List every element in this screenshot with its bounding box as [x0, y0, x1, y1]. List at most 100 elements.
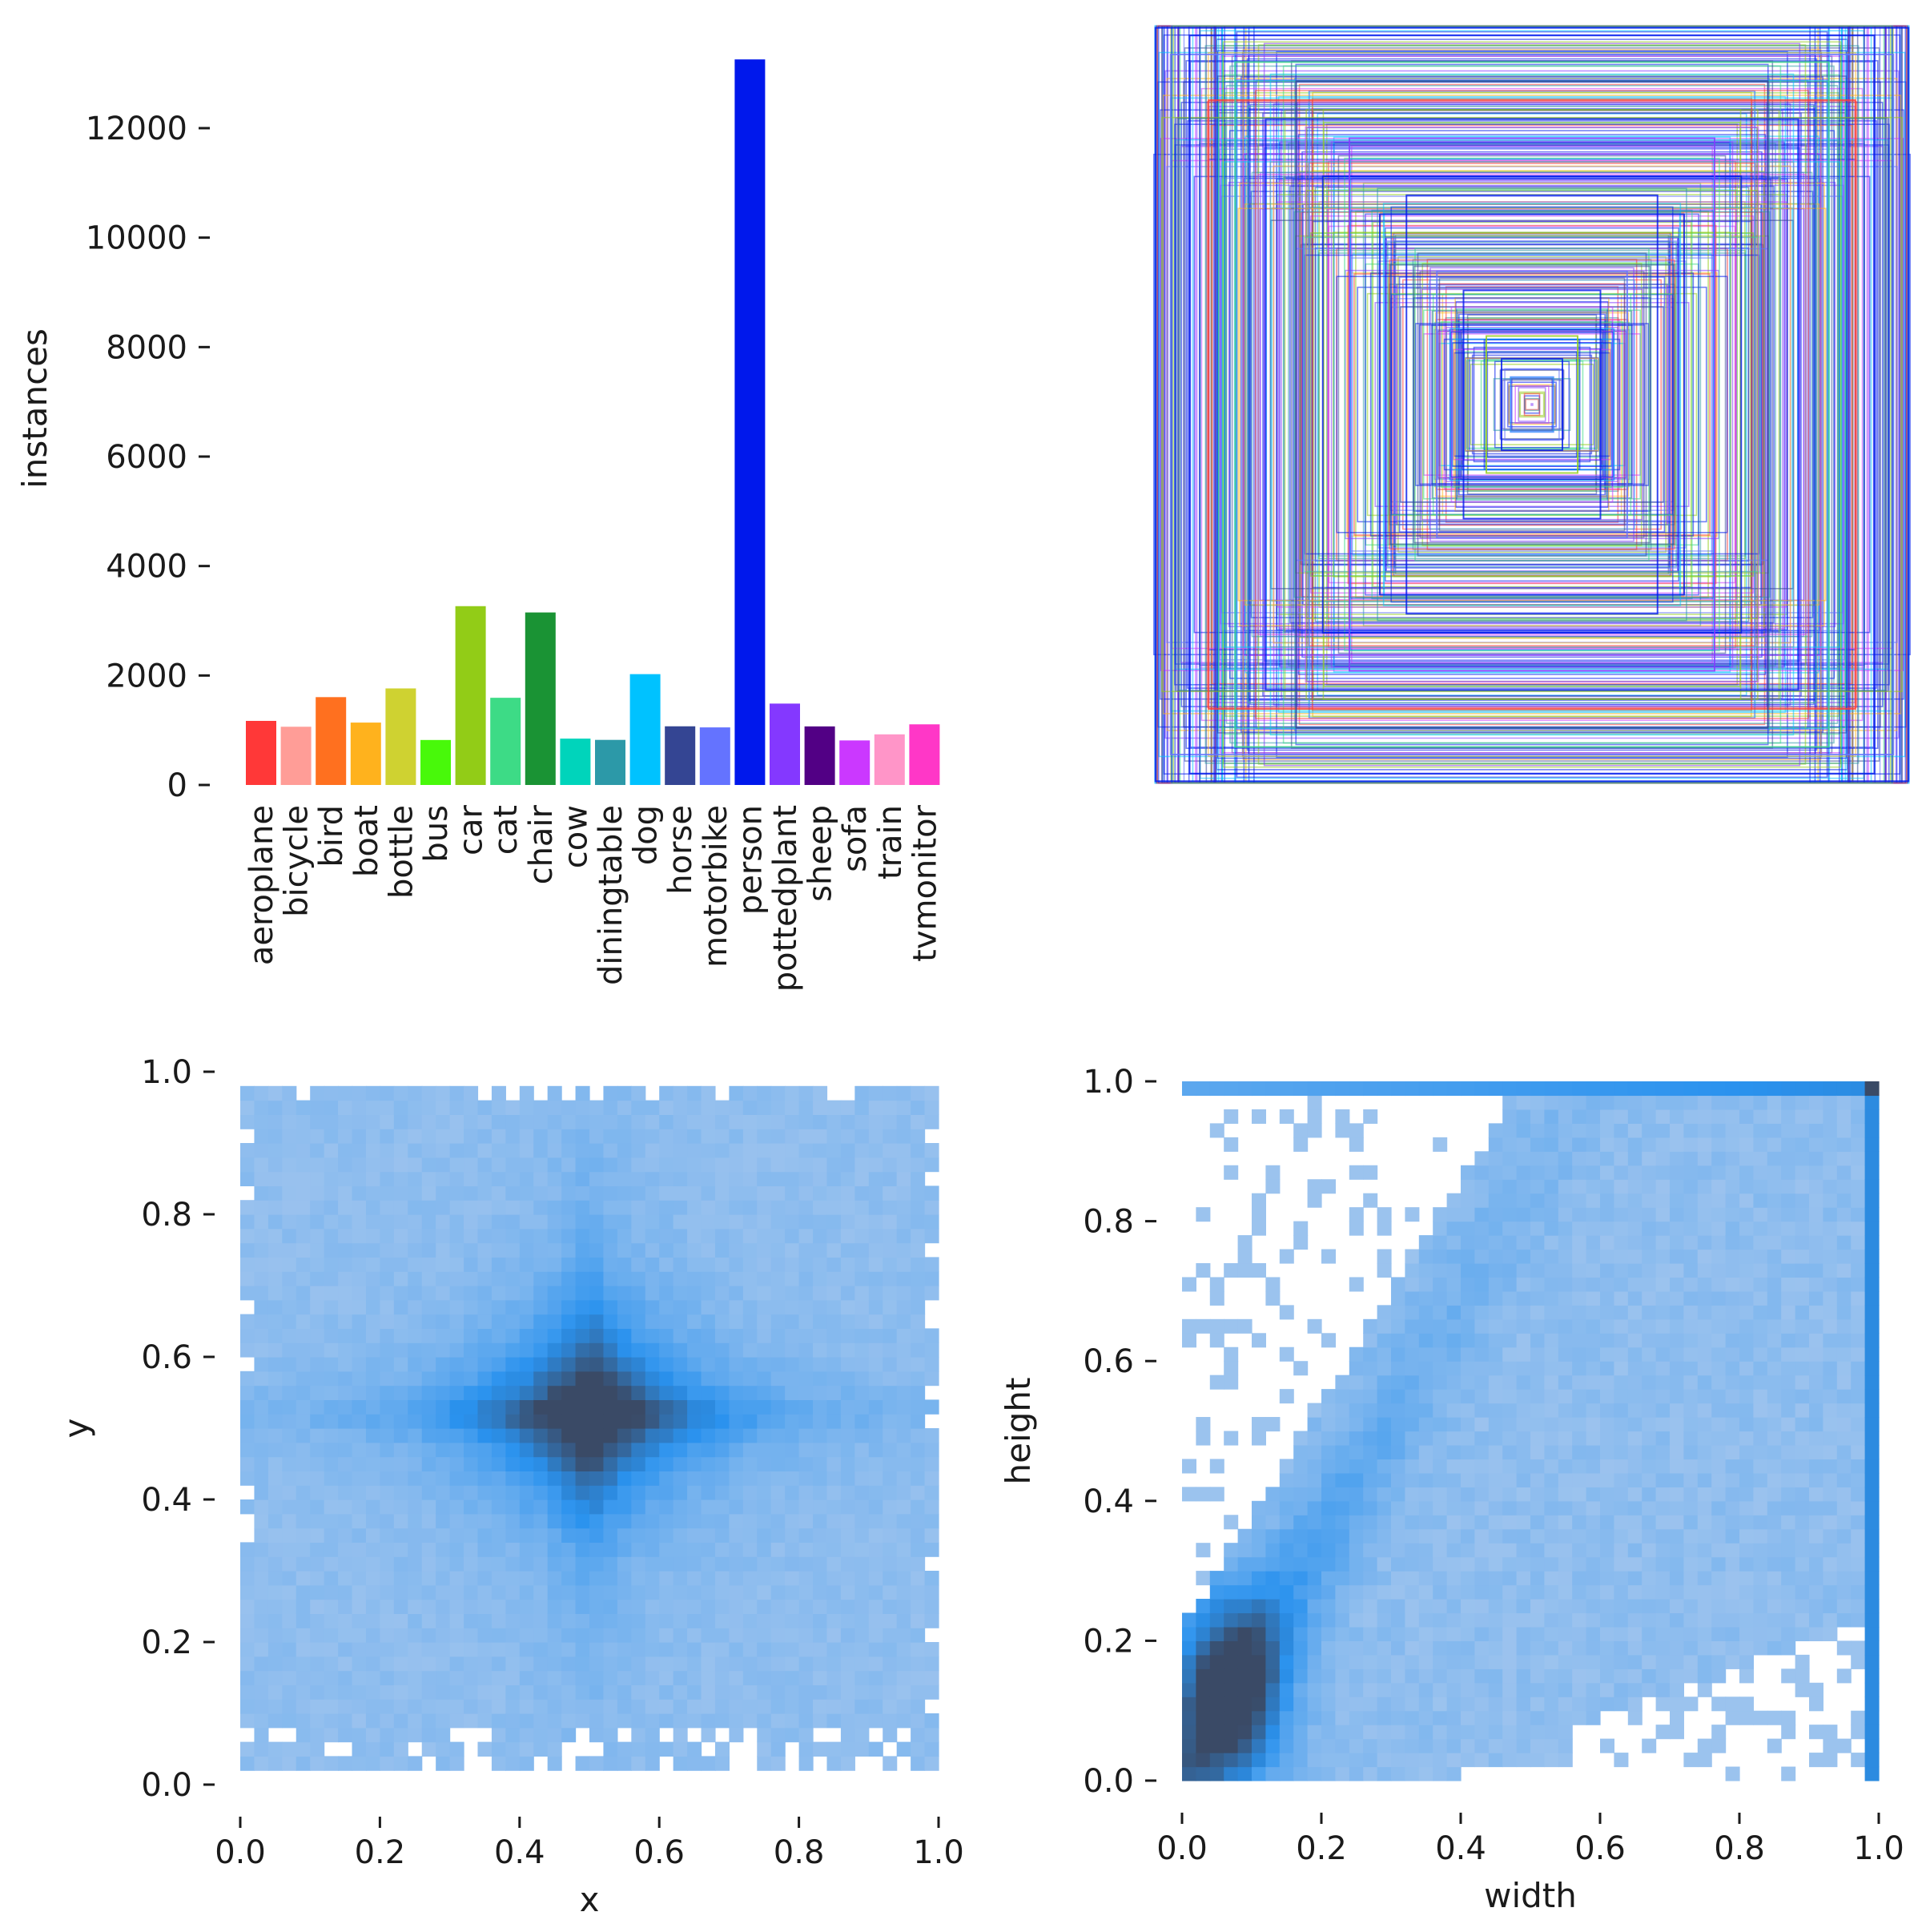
- heat-cell: [1321, 1640, 1336, 1656]
- heat-cell: [338, 1185, 353, 1201]
- heat-cell: [1795, 1123, 1810, 1138]
- bbox-outline: [1337, 155, 1727, 654]
- heat-cell: [310, 1171, 325, 1186]
- heat-cell: [1670, 1151, 1684, 1166]
- bbox-outline: [1369, 272, 1695, 537]
- heat-cell: [1851, 1459, 1866, 1474]
- heat-cell: [1809, 1165, 1823, 1180]
- heat-cell: [1851, 1543, 1866, 1558]
- heat-cell: [1864, 1081, 1880, 1097]
- heat-cell: [393, 1670, 408, 1685]
- heat-cell: [1781, 1403, 1796, 1418]
- heat-cell: [1836, 1584, 1852, 1600]
- heat-cell: [254, 1371, 269, 1387]
- heat-cell: [1670, 1584, 1684, 1600]
- heat-cell: [1461, 1654, 1475, 1669]
- heat-cell: [254, 1428, 269, 1443]
- heat-cell: [1836, 1375, 1852, 1390]
- heat-cell: [324, 1513, 339, 1529]
- heat-cell: [1349, 1221, 1364, 1236]
- heat-cell: [1502, 1235, 1518, 1250]
- heat-cell: [1335, 1682, 1350, 1697]
- heat-cell: [296, 1257, 311, 1272]
- heat-cell: [1279, 1305, 1294, 1320]
- heat-cell: [1781, 1249, 1796, 1264]
- heat-cell: [338, 1085, 353, 1101]
- heat-cell: [436, 1727, 451, 1743]
- heat-cell: [1655, 1137, 1671, 1152]
- heat-cell: [1753, 1221, 1768, 1236]
- heat-cell: [1391, 1528, 1405, 1544]
- heat-cell: [1461, 1290, 1475, 1306]
- heat-cell: [352, 1556, 367, 1572]
- heat-cell: [324, 1342, 339, 1358]
- heat-cell: [393, 1527, 408, 1543]
- heat-cell: [1753, 1543, 1768, 1558]
- heat-cell: [1279, 1710, 1294, 1725]
- heat-cell: [1572, 1654, 1587, 1669]
- heat-cell: [1461, 1668, 1475, 1684]
- y-tick-label: 8000: [106, 329, 187, 366]
- heat-cell: [1418, 1403, 1433, 1418]
- heat-cell: [1767, 1123, 1782, 1138]
- heat-cell: [1600, 1668, 1614, 1684]
- heat-cell: [1809, 1333, 1823, 1348]
- heat-cell: [1516, 1626, 1531, 1641]
- heat-cell: [408, 1328, 423, 1343]
- heat-cell: [1349, 1766, 1364, 1781]
- heat-cell: [1725, 1262, 1740, 1278]
- heat-cell: [380, 1456, 395, 1471]
- heat-cell: [1279, 1528, 1294, 1544]
- heat-cell: [1753, 1584, 1768, 1600]
- heat-cell: [1293, 1081, 1309, 1097]
- heat-cell: [254, 1129, 269, 1144]
- heat-cell: [1823, 1333, 1838, 1348]
- heat-cell: [1488, 1668, 1503, 1684]
- heat-cell: [1642, 1346, 1657, 1362]
- heat-cell: [1516, 1725, 1531, 1740]
- heat-cell: [1321, 1528, 1336, 1544]
- heat-cell: [1418, 1738, 1433, 1753]
- heat-cell: [282, 1385, 297, 1400]
- heat-cell: [1767, 1109, 1782, 1124]
- heat-cell: [338, 1271, 353, 1286]
- heat-cell: [1488, 1165, 1503, 1180]
- heat-cell: [1627, 1179, 1643, 1194]
- heat-cell: [1224, 1738, 1239, 1753]
- heat-cell: [1363, 1710, 1378, 1725]
- heat-cell: [393, 1727, 408, 1743]
- heat-cell: [1530, 1165, 1545, 1180]
- heat-cell: [1614, 1095, 1629, 1110]
- heat-cell: [1864, 1165, 1880, 1180]
- heat-cell: [1558, 1207, 1573, 1222]
- heat-cell: [1488, 1221, 1503, 1236]
- heat-cell: [282, 1257, 297, 1272]
- heat-cell: [1293, 1584, 1309, 1600]
- heat-cell: [1321, 1584, 1336, 1600]
- heat-cell: [408, 1100, 423, 1115]
- heat-cell: [282, 1613, 297, 1628]
- heat-cell: [365, 1299, 380, 1315]
- heat-cell: [436, 1756, 451, 1771]
- heat-cell: [1697, 1682, 1712, 1697]
- heat-cell: [1488, 1081, 1503, 1097]
- heat-cell: [1670, 1640, 1684, 1656]
- heat-cell: [365, 1542, 380, 1557]
- heat-cell: [1697, 1235, 1712, 1250]
- heat-cell: [1530, 1725, 1545, 1740]
- heat-cell: [1418, 1528, 1433, 1544]
- heat-cell: [267, 1656, 283, 1672]
- heat-cell: [393, 1228, 408, 1244]
- heat-cell: [1433, 1612, 1448, 1628]
- heat-cell: [1753, 1081, 1768, 1097]
- heat-cell: [1767, 1431, 1782, 1446]
- heat-cell: [1739, 1151, 1754, 1166]
- heat-cell: [1753, 1277, 1768, 1292]
- heat-cell: [1864, 1682, 1880, 1697]
- heat-cell: [1363, 1193, 1378, 1208]
- heat-cell: [1349, 1738, 1364, 1753]
- heat-cell: [1558, 1682, 1573, 1697]
- heat-cell: [1377, 1599, 1392, 1614]
- heat-cell: [1670, 1389, 1684, 1404]
- heat-cell: [380, 1584, 395, 1600]
